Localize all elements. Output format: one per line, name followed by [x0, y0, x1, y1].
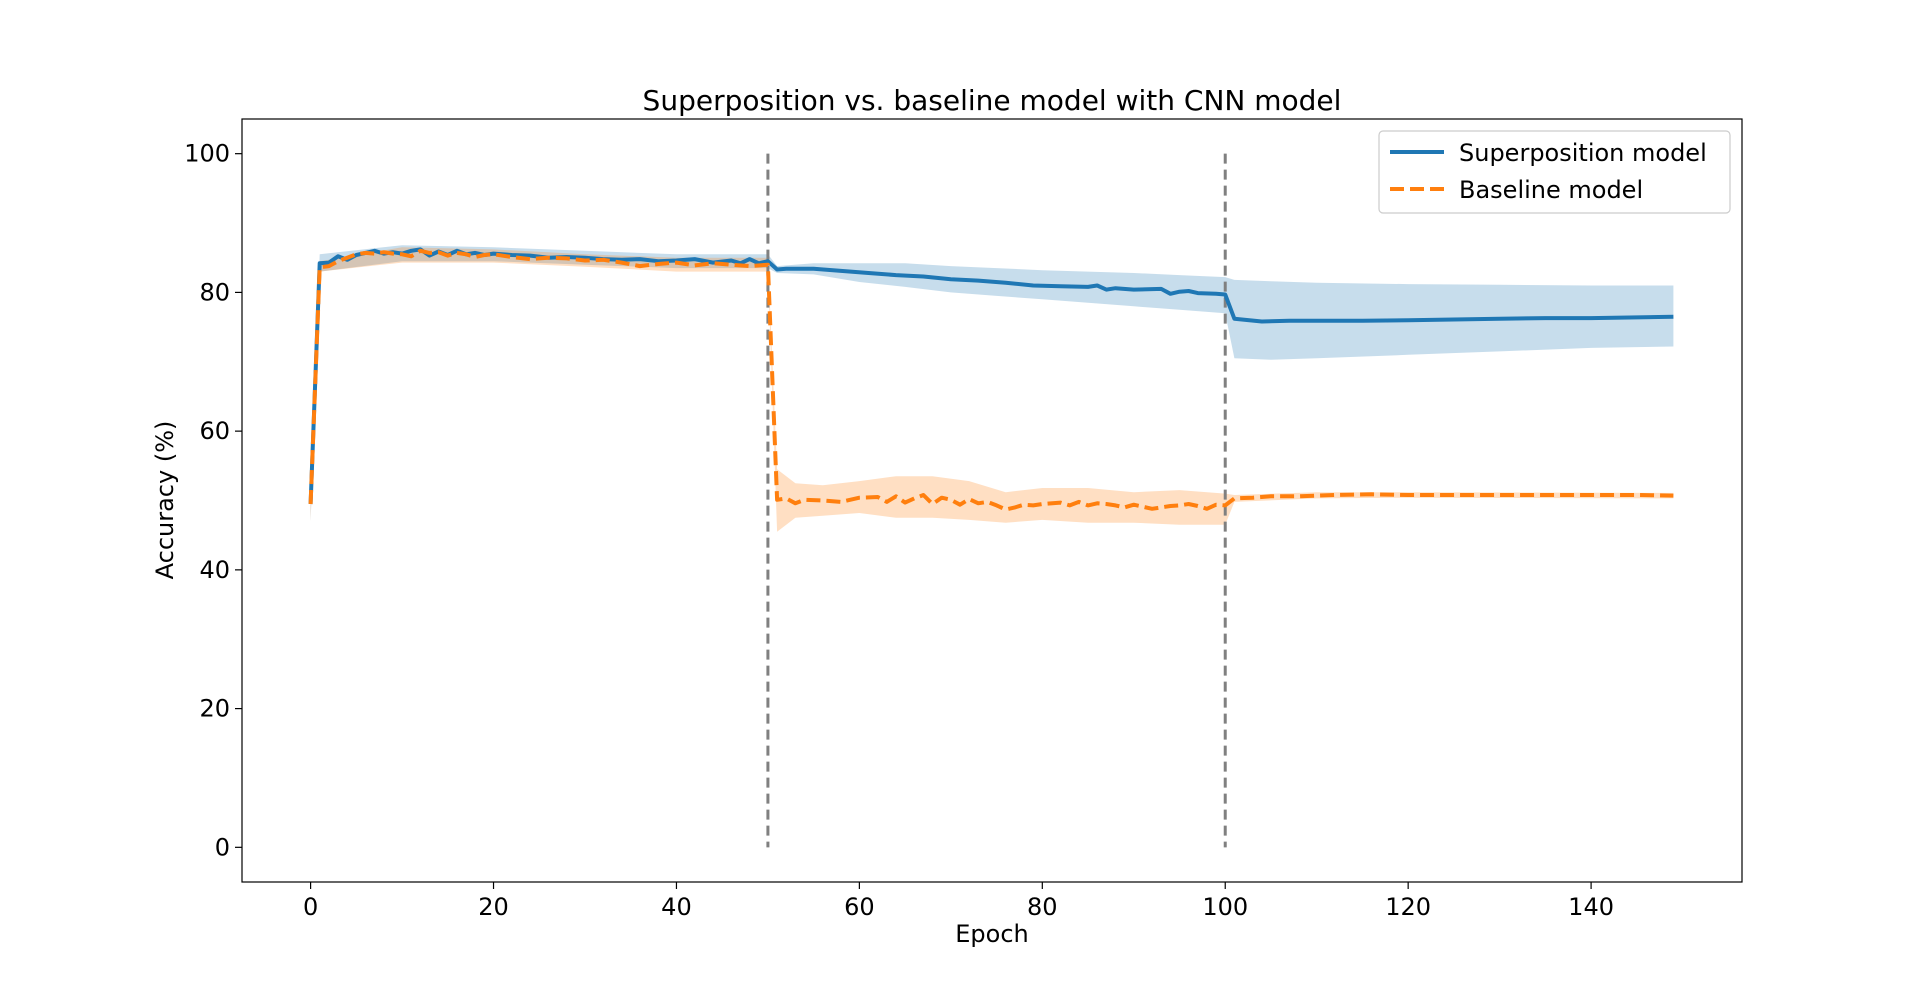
- x-tick-label: 140: [1568, 893, 1614, 921]
- legend: Superposition model Baseline model: [1378, 130, 1731, 214]
- x-tick-label: 80: [1027, 893, 1058, 921]
- plot-frame: [241, 118, 1743, 883]
- x-tick-label: 0: [303, 893, 318, 921]
- legend-box: [1378, 130, 1731, 214]
- x-tick-label: 60: [844, 893, 875, 921]
- legend-label-baseline: Baseline model: [1459, 176, 1643, 204]
- y-axis-label: Accuracy (%): [151, 421, 179, 580]
- x-tick-label: 40: [661, 893, 692, 921]
- line-baseline: [308, 248, 1674, 512]
- series-lines: [308, 247, 1674, 512]
- x-axis-ticks: 0 20 40 60 80 100 120 140: [303, 882, 1614, 921]
- y-axis-ticks: 0 20 40 60 80 100: [184, 140, 242, 861]
- band-superposition: [310, 245, 1674, 522]
- x-axis-label: Epoch: [955, 920, 1029, 948]
- x-tick-label: 100: [1202, 893, 1248, 921]
- x-tick-label: 120: [1385, 893, 1431, 921]
- y-tick-label: 40: [199, 556, 230, 584]
- phase-divider-lines: [766, 153, 1227, 848]
- legend-label-superposition: Superposition model: [1459, 139, 1707, 167]
- confidence-bands: [310, 245, 1674, 532]
- y-tick-label: 0: [215, 833, 230, 861]
- y-tick-label: 100: [184, 140, 230, 168]
- x-tick-label: 20: [478, 893, 509, 921]
- chart-title: Superposition vs. baseline model with CN…: [643, 84, 1342, 117]
- y-tick-label: 20: [199, 695, 230, 723]
- y-tick-label: 60: [199, 417, 230, 445]
- y-tick-label: 80: [199, 278, 230, 306]
